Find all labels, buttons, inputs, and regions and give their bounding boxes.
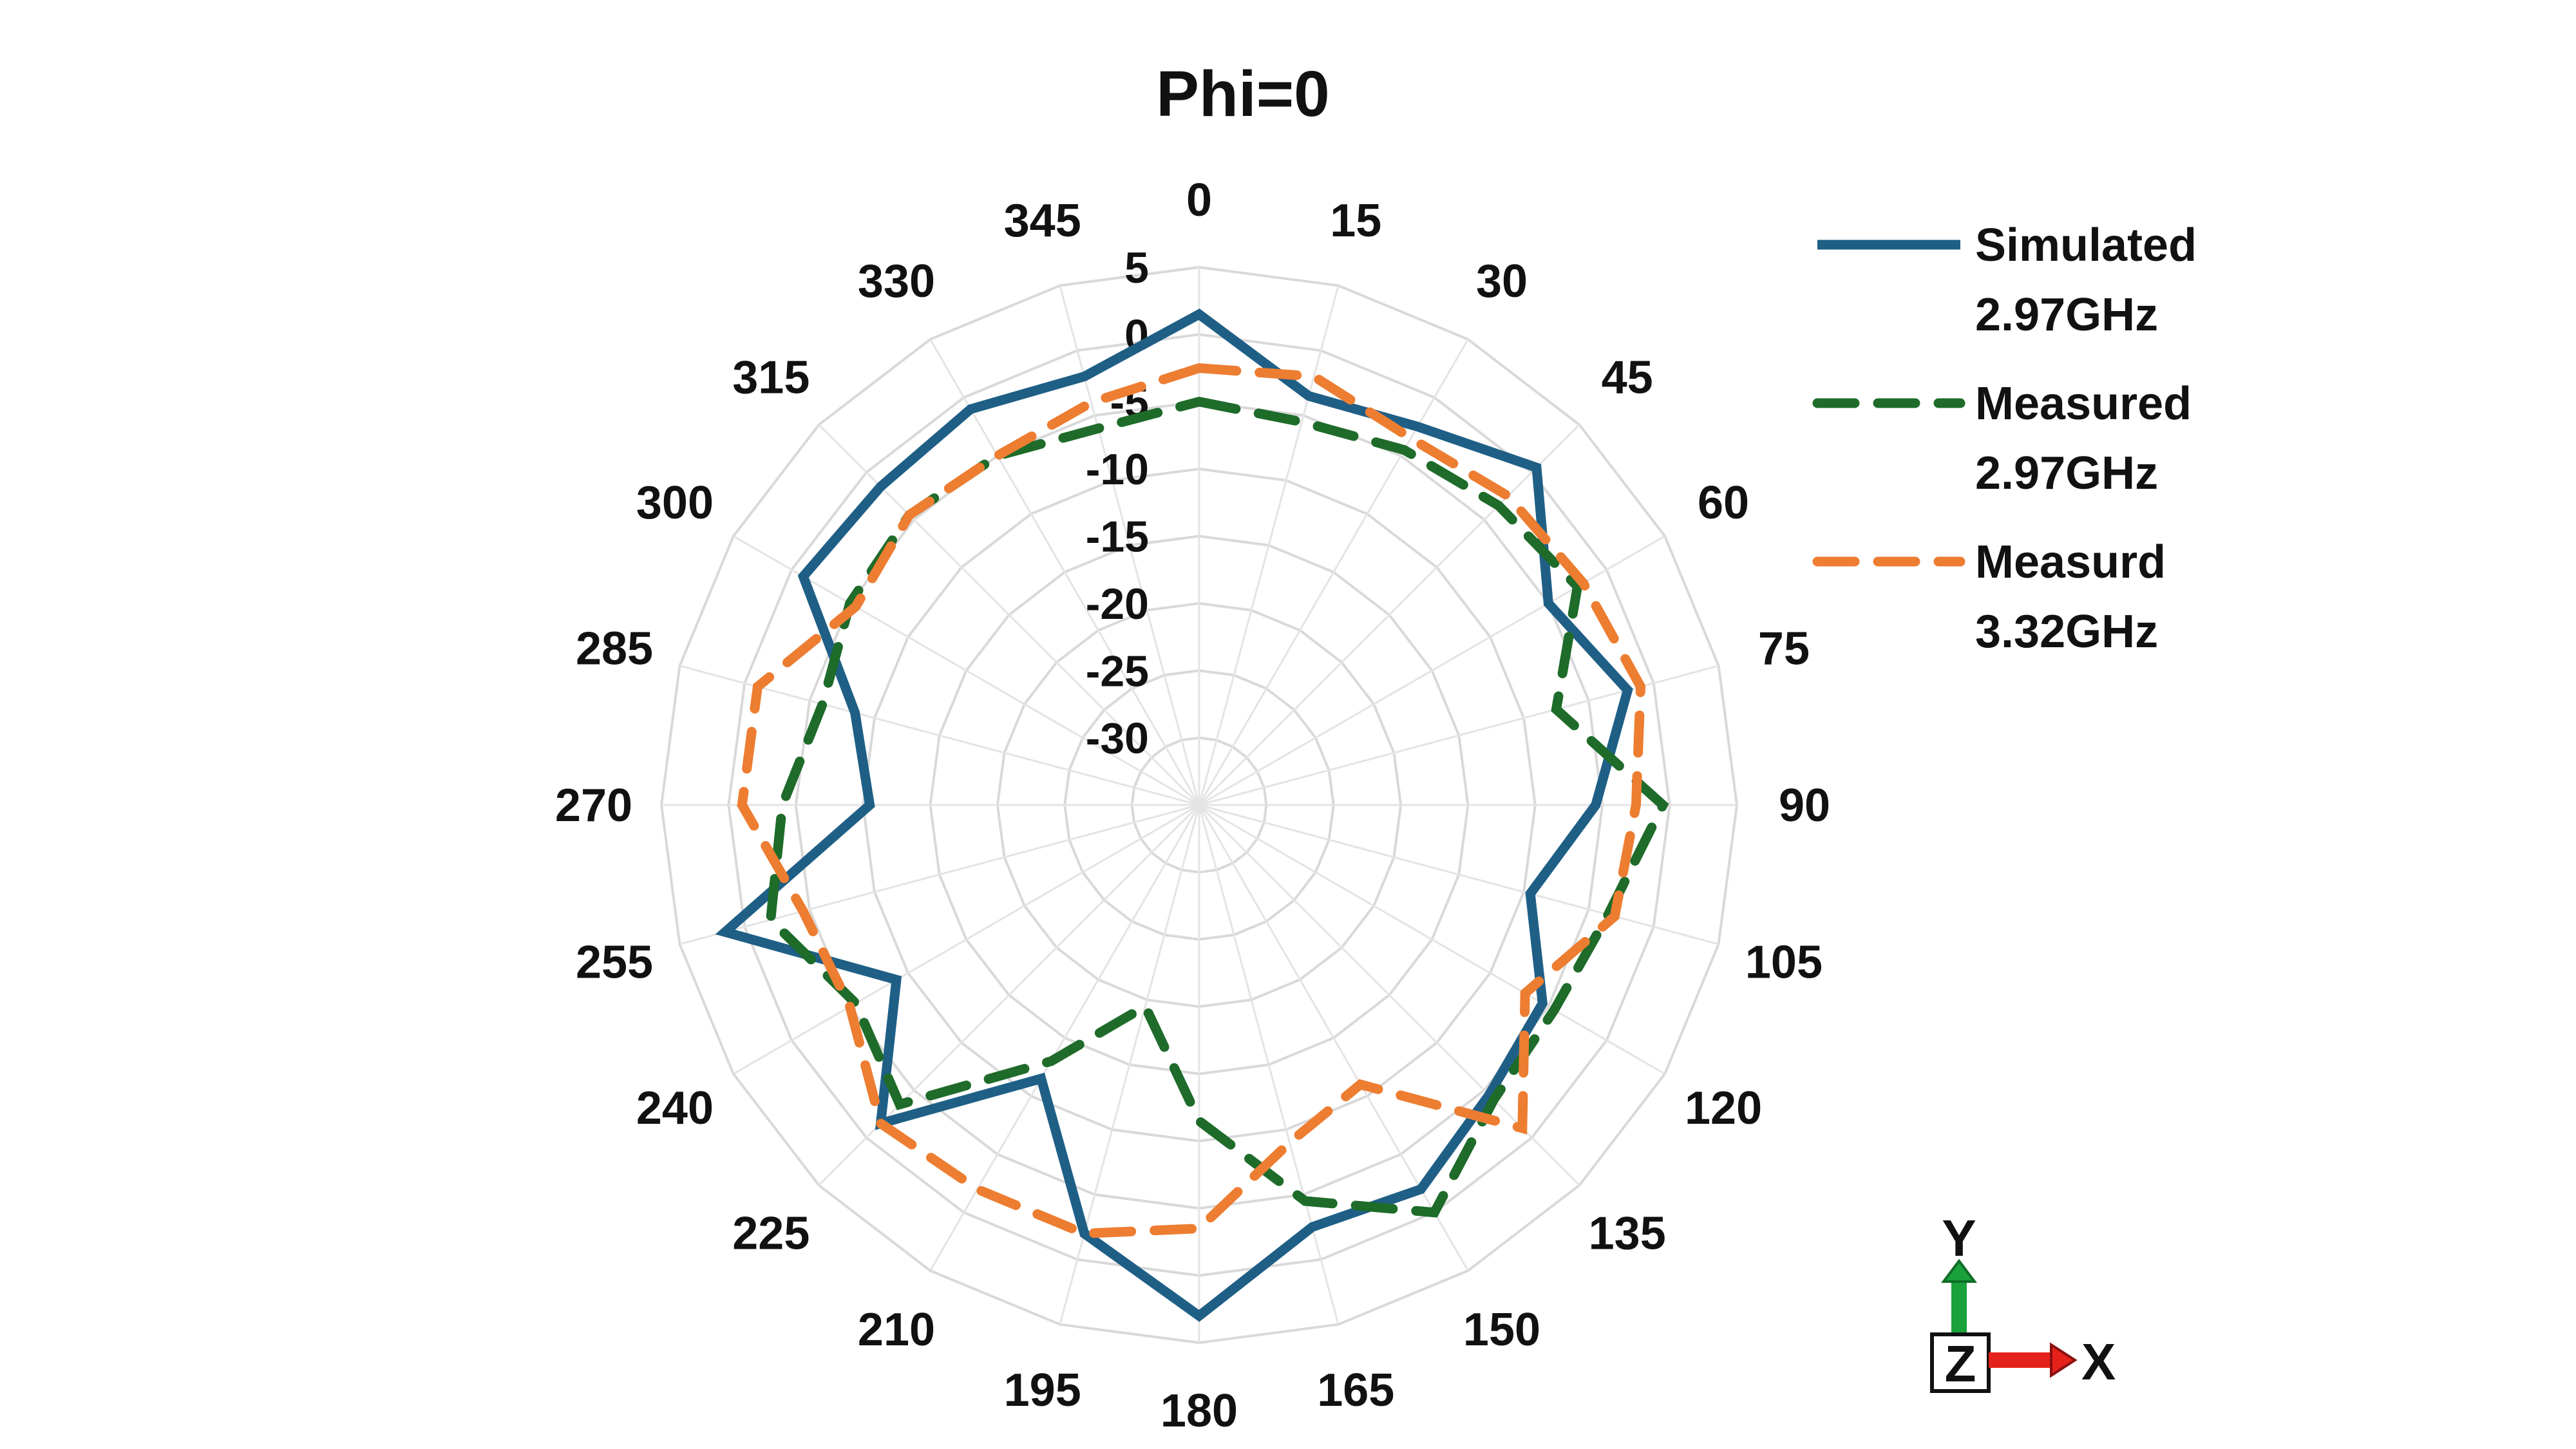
- legend-label: Simulated: [1975, 220, 2197, 271]
- spoke: [1059, 804, 1200, 1325]
- spoke: [733, 804, 1200, 1075]
- spoke: [1198, 424, 1580, 806]
- angle-tick-label: 210: [858, 1304, 935, 1356]
- legend: Simulated 2.97GHz Measured 2.97GHz Measurd 3.…: [1812, 220, 2197, 658]
- angle-tick-label: 180: [1160, 1385, 1238, 1437]
- angle-tick-label: 285: [576, 623, 653, 675]
- angle-labels: 0 15 30 45 60 75 90 105 120 135 150 165 180 195 210 225…: [555, 175, 1830, 1437]
- radial-tick-label: 5: [1124, 243, 1149, 292]
- spoke: [1198, 339, 1469, 806]
- angle-tick-label: 90: [1779, 780, 1830, 831]
- radial-tick-label: -15: [1086, 513, 1149, 562]
- legend-label: 2.97GHz: [1975, 448, 2158, 499]
- spoke: [929, 339, 1200, 806]
- radial-spokes: [661, 267, 1737, 1343]
- y-axis-letter: Y: [1942, 1209, 1976, 1267]
- spoke: [1198, 804, 1580, 1186]
- z-axis-letter: Z: [1945, 1335, 1976, 1392]
- angle-tick-label: 135: [1589, 1208, 1666, 1260]
- angle-tick-label: 75: [1758, 623, 1810, 675]
- axis-indicator: Y Z X: [1930, 1209, 2116, 1393]
- angle-tick-label: 330: [858, 256, 935, 307]
- legend-label: Measured: [1975, 378, 2192, 430]
- series-line: [715, 308, 1633, 1322]
- angle-tick-label: 195: [1004, 1365, 1081, 1416]
- angle-tick-label: 345: [1004, 195, 1081, 247]
- spoke: [1198, 804, 1719, 945]
- angle-tick-label: 30: [1476, 256, 1528, 307]
- spoke: [1198, 535, 1665, 806]
- radial-tick-label: -25: [1086, 647, 1149, 696]
- radial-tick-labels: 50-5-10-15-20-25-30: [1086, 243, 1149, 763]
- spoke: [1198, 285, 1340, 806]
- z-axis-box: [1930, 1332, 1991, 1393]
- angle-tick-label: 240: [636, 1083, 714, 1134]
- spoke: [733, 535, 1200, 806]
- angle-tick-label: 15: [1330, 195, 1381, 247]
- spoke: [1198, 804, 1340, 1325]
- angle-tick-label: 45: [1602, 352, 1653, 403]
- spoke: [679, 665, 1200, 806]
- angle-tick-label: 60: [1698, 477, 1749, 529]
- angle-tick-label: 150: [1463, 1304, 1540, 1356]
- x-axis-arrow-head: [2050, 1342, 2078, 1378]
- series-line: [737, 363, 1646, 1238]
- spoke: [929, 804, 1200, 1271]
- radial-tick-label: -10: [1086, 445, 1149, 494]
- spoke: [679, 804, 1200, 945]
- legend-label: 3.32GHz: [1975, 606, 2158, 658]
- angle-tick-label: 0: [1186, 175, 1212, 226]
- spoke: [1198, 804, 1665, 1075]
- angle-tick-label: 120: [1685, 1083, 1762, 1134]
- angle-tick-label: 225: [732, 1208, 810, 1260]
- chart-title: Phi=0: [1156, 58, 1330, 130]
- angle-tick-label: 255: [576, 936, 653, 988]
- radial-tick-label: -30: [1086, 714, 1149, 763]
- angle-tick-label: 315: [732, 352, 810, 403]
- legend-label: 2.97GHz: [1975, 289, 2158, 341]
- x-axis-letter: X: [2081, 1333, 2116, 1390]
- radial-tick-label: -20: [1086, 580, 1149, 629]
- series-line: [765, 397, 1669, 1218]
- angle-tick-label: 300: [636, 477, 714, 529]
- legend-label: Measurd: [1975, 536, 2166, 588]
- series-layer: [715, 308, 1669, 1322]
- angle-tick-label: 165: [1317, 1365, 1394, 1416]
- y-axis-arrow-head: [1941, 1258, 1977, 1283]
- angle-tick-label: 270: [555, 780, 632, 831]
- angle-tick-label: 105: [1745, 936, 1823, 988]
